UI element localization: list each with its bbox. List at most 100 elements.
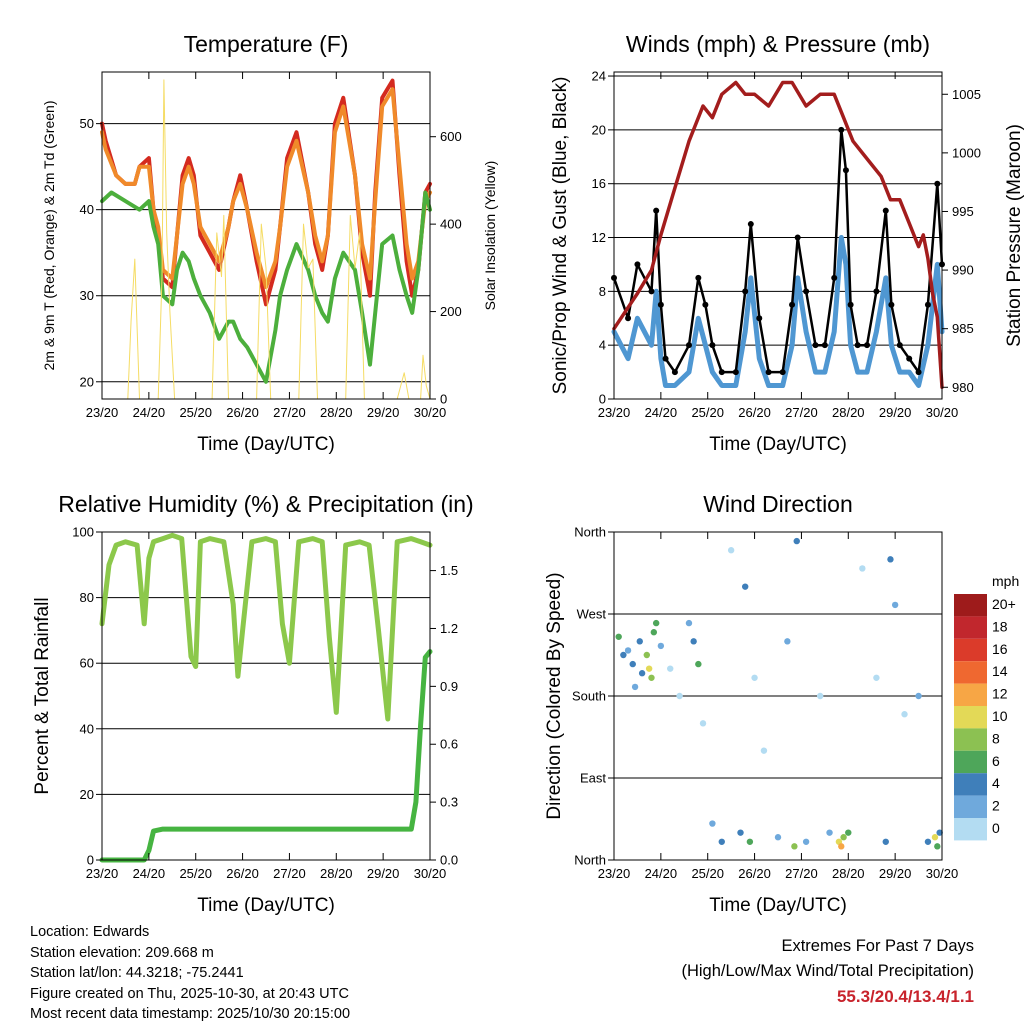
y-tick-label: 12 (592, 230, 606, 245)
y-tick-label: 40 (80, 721, 94, 736)
legend-label: 6 (992, 753, 1000, 769)
x-tick-label: 24/20 (133, 405, 166, 420)
y-tick-label-right: 0 (440, 392, 447, 407)
x-tick-label: 26/20 (738, 866, 771, 881)
direction-point (667, 665, 674, 672)
x-tick-label: 26/20 (226, 866, 259, 881)
direction-point (882, 838, 889, 845)
gust-point (648, 288, 655, 295)
gust-point (888, 301, 895, 308)
y-axis-label: Direction (Colored By Speed) (544, 572, 565, 819)
x-tick-label: 29/20 (879, 405, 912, 420)
y-tick-label: 100 (72, 525, 94, 540)
y-tick-label: 20 (592, 122, 606, 137)
direction-point (742, 583, 749, 590)
plot-frame (101, 531, 431, 861)
legend-swatch (954, 773, 987, 796)
y-tick-label: North (574, 853, 606, 868)
gust-point (803, 288, 810, 295)
x-tick-label: 27/20 (273, 866, 306, 881)
legend-label: 2 (992, 798, 1000, 814)
gust-point (915, 369, 922, 376)
direction-point (676, 692, 683, 700)
x-tick-label: 24/20 (645, 866, 678, 881)
direction-point (784, 638, 791, 645)
direction-point (840, 834, 847, 841)
direction-point (791, 843, 798, 850)
x-axis-label: Time (Day/UTC) (709, 434, 847, 455)
direction-point (746, 838, 754, 845)
x-tick-label: 28/20 (832, 866, 865, 881)
direction-point (652, 619, 660, 627)
x-tick-label: 30/20 (926, 866, 959, 881)
y-tick-label-right: 985 (952, 321, 974, 336)
gust-point (854, 342, 861, 349)
gust-point (718, 369, 725, 376)
series-9m-t (100, 87, 432, 290)
direction-point (727, 547, 735, 554)
gust-point (794, 234, 801, 241)
direction-point (802, 838, 810, 845)
x-tick-label: 28/20 (320, 866, 353, 881)
direction-point (643, 651, 650, 659)
x-tick-label: 23/20 (598, 866, 631, 881)
chart-title: Relative Humidity (%) & Precipitation (i… (58, 491, 473, 517)
legend-label: 10 (992, 708, 1008, 724)
y-tick-label: North (574, 525, 606, 540)
y-axis-label: 2m & 9m T (Red, Orange) & 2m Td (Green) (41, 101, 57, 371)
direction-point (873, 674, 880, 681)
direction-point (760, 747, 768, 754)
station-location: Location: Edwards (30, 924, 150, 940)
direction-point (615, 633, 622, 640)
y-tick-label: 0 (87, 853, 94, 868)
direction-point (931, 834, 939, 841)
legend-swatch (954, 818, 987, 841)
x-tick-label: 26/20 (226, 405, 259, 420)
direction-point (859, 565, 866, 572)
chart-title: Wind Direction (703, 491, 853, 517)
x-tick-label: 27/20 (785, 866, 818, 881)
y-tick-label: 16 (592, 176, 606, 191)
y-tick-label: 0 (599, 392, 606, 407)
x-tick-label: 30/20 (926, 405, 959, 420)
direction-point (718, 838, 725, 845)
series-station-pressure (612, 80, 944, 390)
gust-point (882, 207, 889, 214)
y-tick-label: 4 (599, 338, 606, 353)
x-tick-label: 24/20 (133, 866, 166, 881)
gust-point (765, 369, 772, 376)
series-2m-td (100, 190, 432, 384)
gust-point (709, 342, 716, 349)
extremes-values: 55.3/20.4/13.4/1.1 (836, 987, 974, 1006)
x-tick-label: 25/20 (179, 866, 212, 881)
gust-point (821, 342, 828, 349)
gust-point (864, 342, 871, 349)
gust-point (634, 261, 641, 268)
legend-label: 20+ (992, 596, 1016, 612)
direction-point (709, 820, 716, 827)
y-axis-label: Sonic/Prop Wind & Gust (Blue, Black) (550, 77, 571, 395)
y-axis-label: Percent & Total Rainfall (32, 597, 53, 794)
y-tick-label-right: 0.3 (440, 795, 458, 810)
gust-point (685, 342, 692, 349)
direction-point (838, 843, 845, 850)
direction-point (793, 537, 800, 545)
direction-point (645, 665, 653, 672)
y-tick-label: 40 (80, 202, 94, 217)
y-axis-label-right: Solar Insolation (Yellow) (482, 161, 498, 311)
x-tick-label: 28/20 (320, 405, 353, 420)
panel-temperature: 23/20 24/20 25/20 26/20 27/20 28/20 29/20 30/20… (41, 31, 498, 455)
gust-point (662, 355, 669, 362)
legend-swatch (954, 661, 987, 684)
x-axis-label: Time (Day/UTC) (197, 434, 335, 455)
y-tick-label: West (577, 607, 607, 622)
direction-point (845, 829, 852, 836)
series-total-rainfall (99, 649, 433, 863)
y-tick-label-right: 980 (952, 380, 974, 395)
y-tick-label: 24 (592, 69, 606, 84)
series-relative-humidity (99, 532, 433, 722)
y-axis-label-right: Station Pressure (Maroon) (1004, 124, 1024, 347)
x-axis-label: Time (Day/UTC) (709, 895, 847, 916)
direction-point (774, 834, 782, 841)
plot-frame (101, 71, 431, 400)
